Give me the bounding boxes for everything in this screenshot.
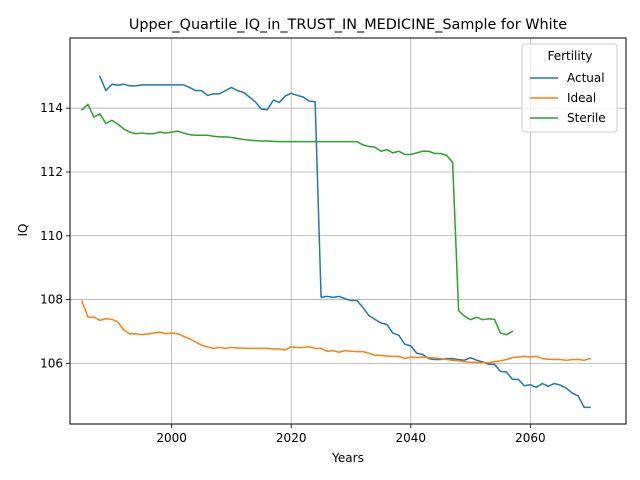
series-lines: [80, 75, 592, 409]
series-line-actual: [98, 75, 591, 409]
x-axis-title: Years: [331, 451, 364, 465]
legend-box: [521, 43, 618, 133]
y-axis-title: IQ: [16, 224, 30, 237]
series-line-sterile: [80, 103, 514, 336]
x-tick-label: 2060: [515, 431, 546, 445]
chart-title: Upper_Quartile_IQ_in_TRUST_IN_MEDICINE_S…: [129, 17, 567, 33]
y-tick-label: 112: [40, 165, 63, 179]
legend-label-sterile: Sterile: [567, 111, 606, 125]
x-axis: 2000 2020 2040 2060: [156, 424, 546, 445]
legend-label-ideal: Ideal: [567, 91, 596, 105]
x-tick-label: 2040: [396, 431, 427, 445]
legend-title: Fertility: [547, 49, 592, 63]
x-tick-label: 2000: [156, 431, 187, 445]
plot-frame: [69, 37, 627, 425]
x-tick-label: 2020: [276, 431, 307, 445]
y-tick-label: 106: [40, 356, 63, 370]
legend: Fertility Actual Ideal Sterile: [521, 43, 618, 133]
y-axis: 106 108 110 112 114: [40, 101, 70, 370]
y-tick-label: 114: [40, 101, 63, 115]
legend-label-actual: Actual: [567, 71, 605, 85]
series-line-ideal: [80, 300, 592, 364]
y-tick-label: 110: [40, 229, 63, 243]
y-tick-label: 108: [40, 293, 63, 307]
